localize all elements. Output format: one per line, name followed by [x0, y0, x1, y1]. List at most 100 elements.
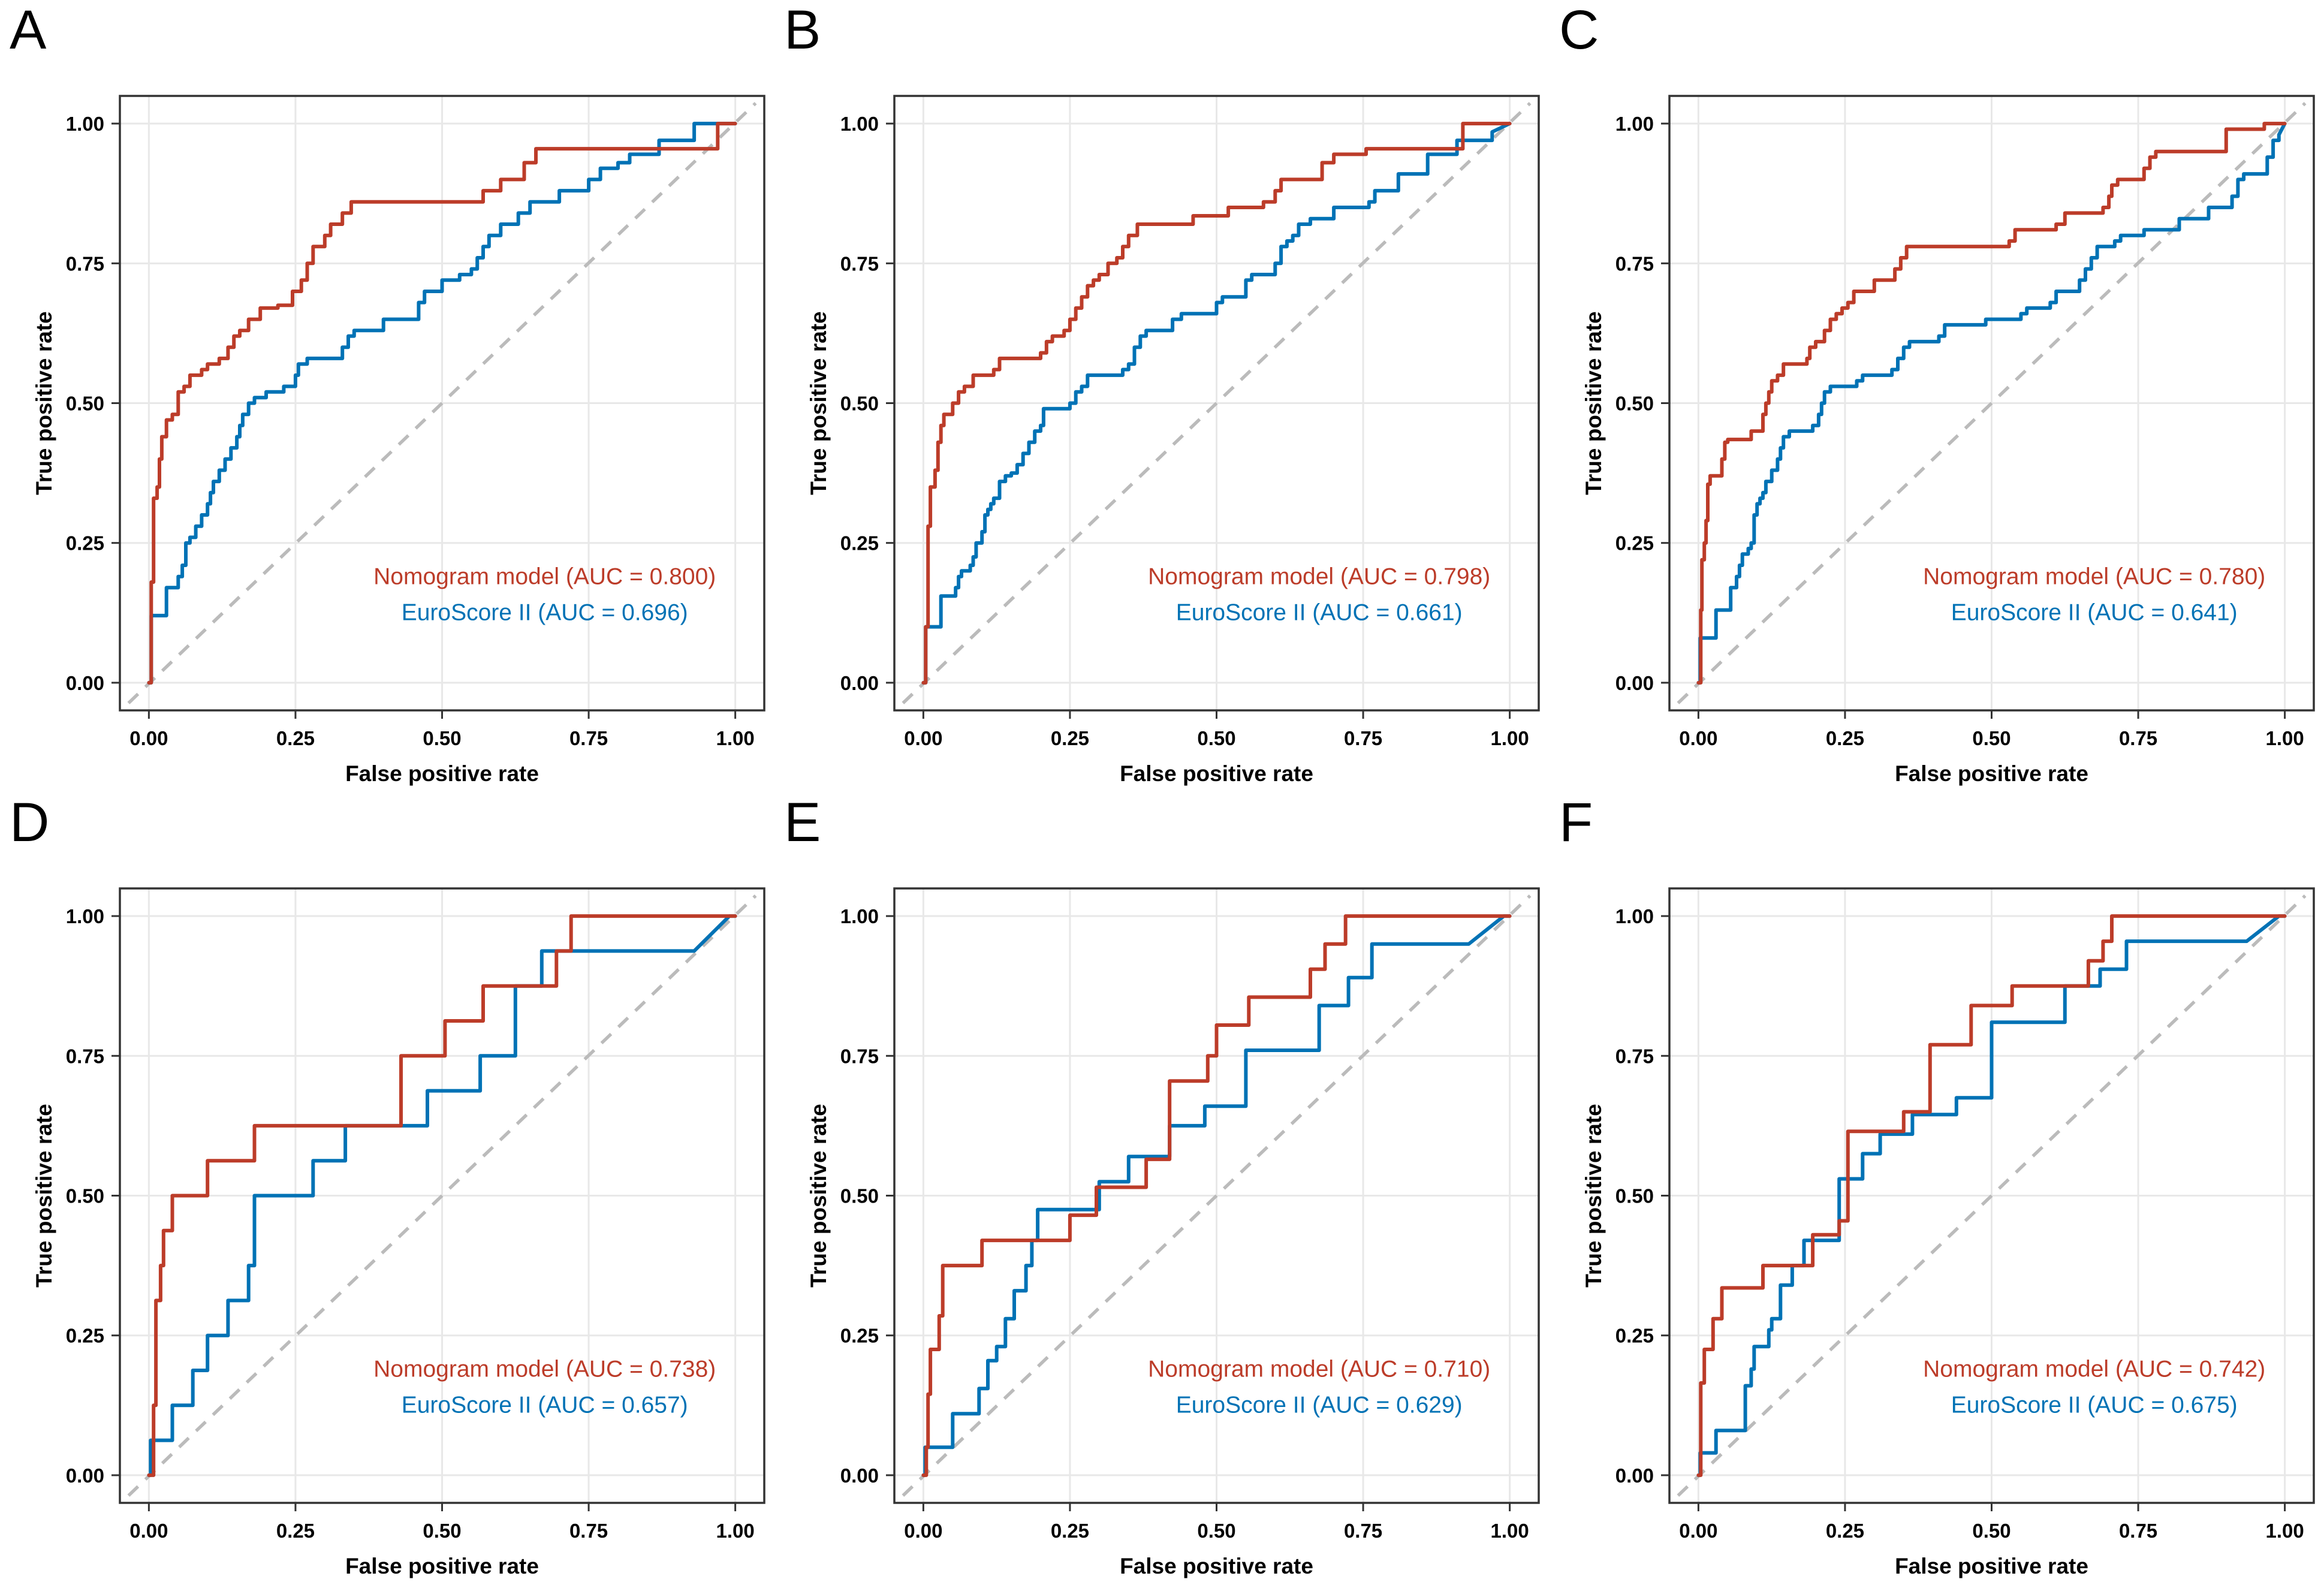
panel-letter-f: F: [1559, 792, 1593, 853]
x-tick-label: 0.25: [276, 727, 315, 749]
y-tick-label: 0.25: [66, 532, 104, 555]
x-tick-label: 0.50: [1197, 1520, 1235, 1542]
x-tick-label: 1.00: [2266, 727, 2304, 749]
x-axis-title: False positive rate: [345, 761, 539, 786]
x-axis-title: False positive rate: [1120, 761, 1313, 786]
panel-letter-e: E: [784, 792, 821, 853]
y-tick-label: 0.50: [66, 1185, 104, 1207]
x-tick-label: 1.00: [1491, 1520, 1529, 1542]
x-tick-label: 0.75: [2119, 727, 2157, 749]
x-axis-title: False positive rate: [1120, 1554, 1313, 1578]
legend-euroscore: EuroScore II (AUC = 0.696): [402, 599, 688, 625]
roc-chart-a: 0.00 0.00 0.25 0.25 0.50 0.50 0.75 0.75 1.00 1.00…: [32, 95, 765, 786]
y-tick-label: 0.75: [1615, 1045, 1654, 1067]
roc-panel-b: B 0.00 0.00 0.25 0.25 0.50 0.50 0.75 0.75 1.00 1.…: [774, 0, 1549, 792]
y-tick-label: 0.50: [840, 393, 879, 415]
y-tick-label: 0.75: [840, 1045, 879, 1067]
y-tick-label: 0.50: [1615, 393, 1654, 415]
x-tick-label: 0.75: [1344, 1520, 1382, 1542]
y-axis-title: True positive rate: [806, 1104, 831, 1287]
x-tick-label: 0.00: [904, 727, 942, 749]
x-tick-label: 0.00: [129, 727, 168, 749]
y-tick-label: 1.00: [840, 905, 879, 927]
x-tick-label: 1.00: [2266, 1520, 2304, 1542]
x-tick-label: 0.50: [423, 727, 461, 749]
legend-nomogram: Nomogram model (AUC = 0.780): [1923, 564, 2265, 590]
legend-euroscore: EuroScore II (AUC = 0.675): [1951, 1392, 2238, 1418]
x-tick-label: 0.00: [904, 1520, 942, 1542]
roc-panel-e: E 0.00 0.00 0.25 0.25 0.50 0.50 0.75 0.75 1.00 1.…: [774, 792, 1549, 1585]
x-tick-label: 0.75: [2119, 1520, 2157, 1542]
x-tick-label: 0.25: [1826, 727, 1864, 749]
x-tick-label: 0.25: [276, 1520, 315, 1542]
roc-chart-f: 0.00 0.00 0.25 0.25 0.50 0.50 0.75 0.75 1.00 1.00…: [1581, 887, 2315, 1578]
reference-diagonal: [1677, 894, 2307, 1497]
euroscore-curve: [1696, 122, 2287, 685]
y-tick-label: 0.25: [840, 1325, 879, 1347]
y-axis-title: True positive rate: [1581, 1104, 1606, 1287]
y-tick-label: 1.00: [66, 905, 104, 927]
legend-nomogram: Nomogram model (AUC = 0.798): [1148, 564, 1490, 590]
y-tick-label: 0.00: [1615, 672, 1654, 694]
nomogram-curve: [921, 914, 1512, 1477]
reference-diagonal: [127, 102, 757, 704]
y-tick-label: 0.00: [840, 1465, 879, 1487]
panel-letter-b: B: [784, 0, 821, 61]
x-tick-label: 0.75: [569, 727, 608, 749]
roc-panel-f: F 0.00 0.00 0.25 0.25 0.50 0.50 0.75 0.75 1.00 1.…: [1550, 792, 2324, 1585]
x-tick-label: 1.00: [716, 727, 755, 749]
reference-diagonal: [1677, 102, 2307, 704]
reference-diagonal: [127, 894, 757, 1497]
x-tick-label: 0.00: [129, 1520, 168, 1542]
roc-chart-d: 0.00 0.00 0.25 0.25 0.50 0.50 0.75 0.75 1.00 1.00…: [32, 887, 765, 1578]
legend-euroscore: EuroScore II (AUC = 0.629): [1176, 1392, 1463, 1418]
x-axis-title: False positive rate: [345, 1554, 539, 1578]
nomogram-curve: [1696, 122, 2287, 685]
reference-diagonal: [902, 894, 1532, 1497]
y-tick-label: 0.25: [1615, 532, 1654, 555]
legend-euroscore: EuroScore II (AUC = 0.661): [1176, 599, 1463, 625]
y-tick-label: 1.00: [66, 113, 104, 135]
legend-nomogram: Nomogram model (AUC = 0.710): [1148, 1357, 1490, 1382]
roc-chart-e: 0.00 0.00 0.25 0.25 0.50 0.50 0.75 0.75 1.00 1.00…: [806, 887, 1540, 1578]
roc-panel-a: A 0.00 0.00 0.25 0.25 0.50 0.50 0.75 0.75 1.00 1.…: [0, 0, 774, 792]
x-tick-label: 0.75: [569, 1520, 608, 1542]
legend-nomogram: Nomogram model (AUC = 0.738): [373, 1357, 716, 1382]
nomogram-curve: [1696, 914, 2287, 1477]
legend-nomogram: Nomogram model (AUC = 0.800): [373, 564, 716, 590]
x-tick-label: 0.25: [1051, 1520, 1089, 1542]
y-tick-label: 0.25: [66, 1325, 104, 1347]
reference-diagonal: [902, 102, 1532, 704]
roc-chart-c: 0.00 0.00 0.25 0.25 0.50 0.50 0.75 0.75 1.00 1.00…: [1581, 95, 2315, 786]
euroscore-curve: [921, 122, 1512, 685]
x-axis-title: False positive rate: [1895, 761, 2088, 786]
y-tick-label: 0.00: [1615, 1465, 1654, 1487]
y-tick-label: 0.75: [66, 1045, 104, 1067]
euroscore-curve: [921, 914, 1512, 1477]
y-tick-label: 1.00: [1615, 905, 1654, 927]
nomogram-curve: [921, 122, 1512, 685]
legend-nomogram: Nomogram model (AUC = 0.742): [1923, 1357, 2265, 1382]
x-tick-label: 1.00: [716, 1520, 755, 1542]
panel-letter-d: D: [10, 792, 50, 853]
x-tick-label: 0.25: [1826, 1520, 1864, 1542]
y-tick-label: 0.25: [1615, 1325, 1654, 1347]
y-axis-title: True positive rate: [806, 311, 831, 495]
x-tick-label: 1.00: [1491, 727, 1529, 749]
y-axis-title: True positive rate: [1581, 311, 1606, 495]
y-tick-label: 0.50: [66, 393, 104, 415]
x-tick-label: 0.50: [1972, 727, 2010, 749]
y-tick-label: 0.00: [840, 672, 879, 694]
y-tick-label: 0.75: [840, 252, 879, 275]
panel-letter-c: C: [1559, 0, 1599, 61]
legend-euroscore: EuroScore II (AUC = 0.641): [1951, 599, 2238, 625]
y-tick-label: 0.50: [840, 1185, 879, 1207]
x-tick-label: 0.50: [1197, 727, 1235, 749]
y-tick-label: 1.00: [840, 113, 879, 135]
x-tick-label: 0.75: [1344, 727, 1382, 749]
x-tick-label: 0.25: [1051, 727, 1089, 749]
x-tick-label: 0.50: [423, 1520, 461, 1542]
x-tick-label: 0.00: [1679, 727, 1717, 749]
roc-panel-c: C 0.00 0.00 0.25 0.25 0.50 0.50 0.75 0.75 1.00 1.…: [1550, 0, 2324, 792]
